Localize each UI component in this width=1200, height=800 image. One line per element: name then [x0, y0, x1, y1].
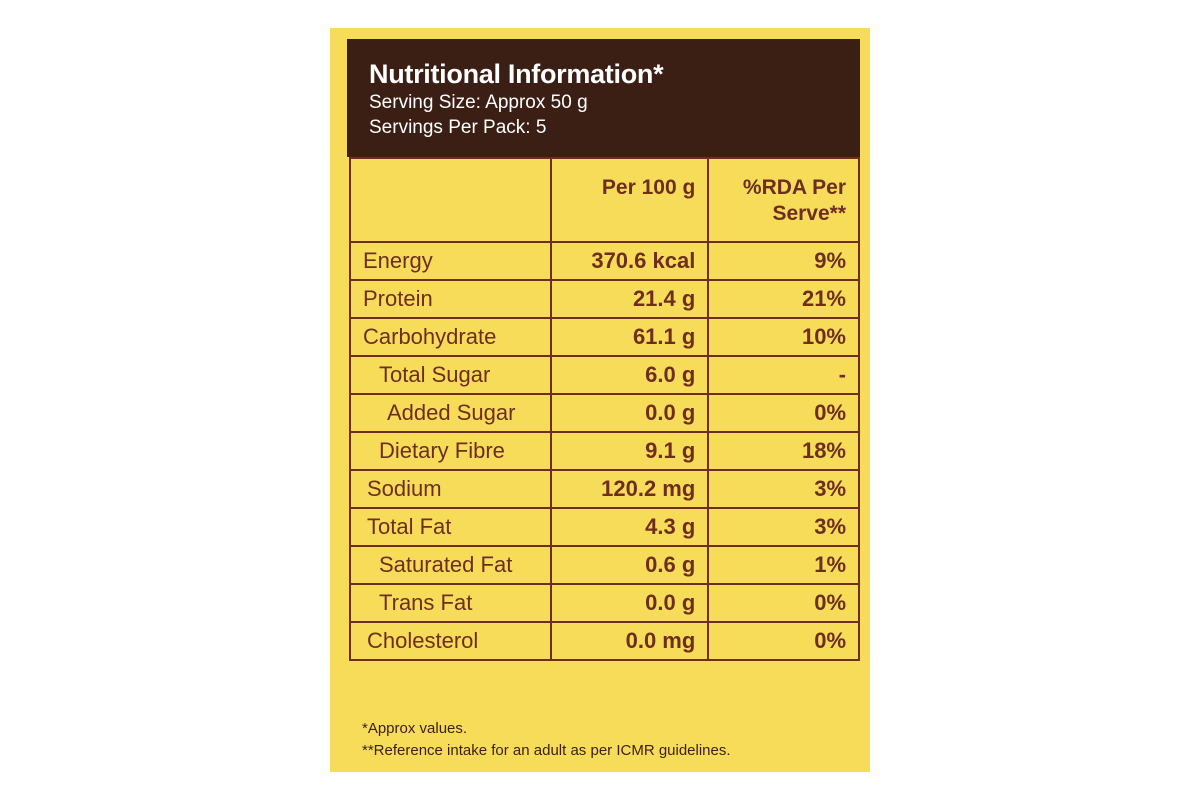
row-dietary-fibre-name: Dietary Fibre	[349, 431, 552, 471]
row-energy-name: Energy	[349, 241, 552, 281]
row-energy-rda: 9%	[707, 241, 860, 281]
row-cholesterol-per100: 0.0 mg	[549, 621, 710, 661]
row-protein-rda: 21%	[707, 279, 860, 319]
table-row: Total Sugar 6.0 g -	[349, 355, 860, 395]
table-row: Protein 21.4 g 21%	[349, 279, 860, 319]
row-trans-fat-rda: 0%	[707, 583, 860, 623]
row-total-fat-per100: 4.3 g	[549, 507, 710, 547]
table-row: Total Fat 4.3 g 3%	[349, 507, 860, 547]
row-carbohydrate-name: Carbohydrate	[349, 317, 552, 357]
table-row: Carbohydrate 61.1 g 10%	[349, 317, 860, 357]
row-trans-fat-per100: 0.0 g	[549, 583, 710, 623]
footnote-approx: *Approx values.	[362, 720, 468, 737]
row-added-sugar-name: Added Sugar	[349, 393, 552, 433]
row-cholesterol-name: Cholesterol	[349, 621, 552, 661]
row-saturated-fat-rda: 1%	[707, 545, 860, 585]
row-saturated-fat-per100: 0.6 g	[549, 545, 710, 585]
row-protein-per100: 21.4 g	[549, 279, 710, 319]
row-total-fat-name: Total Fat	[349, 507, 552, 547]
nutrition-table: Per 100 g %RDA Per Serve** Energy 370.6 …	[349, 157, 860, 707]
header-rda: %RDA Per Serve**	[707, 157, 860, 243]
row-sodium-name: Sodium	[349, 469, 552, 509]
row-saturated-fat-name: Saturated Fat	[349, 545, 552, 585]
row-sodium-per100: 120.2 mg	[549, 469, 710, 509]
table-header-row: Per 100 g %RDA Per Serve**	[349, 157, 860, 243]
row-cholesterol-rda: 0%	[707, 621, 860, 661]
header-rda-line2: Serve**	[772, 202, 846, 225]
table-row: Cholesterol 0.0 mg 0%	[349, 621, 860, 661]
row-total-sugar-rda: -	[707, 355, 860, 395]
row-sodium-rda: 3%	[707, 469, 860, 509]
row-dietary-fibre-per100: 9.1 g	[549, 431, 710, 471]
row-total-sugar-name: Total Sugar	[349, 355, 552, 395]
row-added-sugar-per100: 0.0 g	[549, 393, 710, 433]
table-row: Energy 370.6 kcal 9%	[349, 241, 860, 281]
nutrition-header: Nutritional Information* Serving Size: A…	[347, 39, 860, 157]
footnote-reference: **Reference intake for an adult as per I…	[362, 742, 731, 759]
row-energy-per100: 370.6 kcal	[549, 241, 710, 281]
label-title: Nutritional Information*	[369, 59, 664, 89]
row-trans-fat-name: Trans Fat	[349, 583, 552, 623]
servings-per-pack: Servings Per Pack: 5	[369, 117, 547, 138]
row-total-sugar-per100: 6.0 g	[549, 355, 710, 395]
table-row: Added Sugar 0.0 g 0%	[349, 393, 860, 433]
header-per-100g: Per 100 g	[549, 157, 710, 243]
row-dietary-fibre-rda: 18%	[707, 431, 860, 471]
table-row: Saturated Fat 0.6 g 1%	[349, 545, 860, 585]
header-per-100g-label: Per 100 g	[601, 176, 696, 199]
table-row: Sodium 120.2 mg 3%	[349, 469, 860, 509]
serving-size: Serving Size: Approx 50 g	[369, 92, 588, 113]
header-nutrient	[349, 157, 552, 243]
footnotes: *Approx values. **Reference intake for a…	[362, 718, 731, 762]
header-rda-line1: %RDA Per	[742, 176, 846, 199]
row-total-fat-rda: 3%	[707, 507, 860, 547]
row-carbohydrate-per100: 61.1 g	[549, 317, 710, 357]
row-protein-name: Protein	[349, 279, 552, 319]
row-carbohydrate-rda: 10%	[707, 317, 860, 357]
row-added-sugar-rda: 0%	[707, 393, 860, 433]
table-row: Dietary Fibre 9.1 g 18%	[349, 431, 860, 471]
nutrition-label-panel: Nutritional Information* Serving Size: A…	[330, 28, 870, 772]
table-row: Trans Fat 0.0 g 0%	[349, 583, 860, 623]
